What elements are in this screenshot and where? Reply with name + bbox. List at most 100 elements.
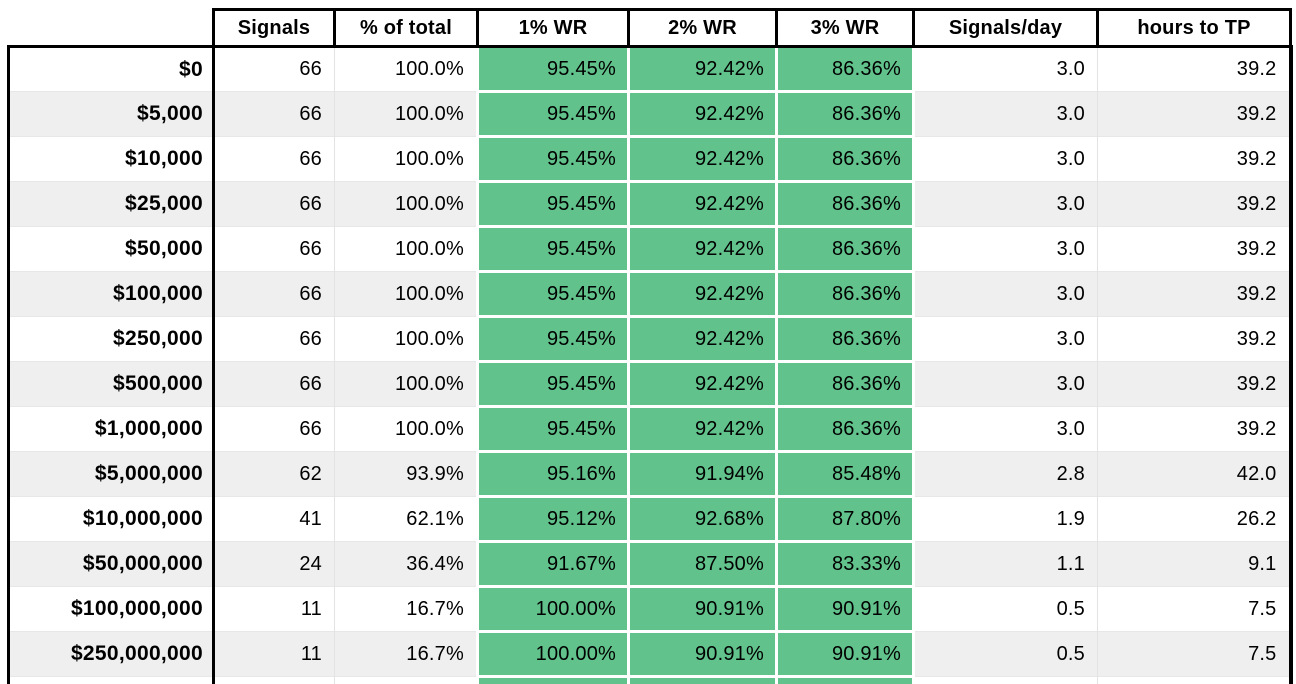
signals-cell: 66 — [213, 45, 335, 92]
wr-3pct-cell: 86.36% — [775, 406, 915, 453]
wr-1pct-cell: 95.45% — [476, 271, 630, 318]
signals-per-day-cell: 3.0 — [913, 45, 1098, 92]
pct-of-total-cell: 100.0% — [334, 45, 478, 92]
table-row: $0 66 100.0% 95.45% 92.42% 86.36% 3.0 39… — [7, 45, 1293, 93]
wr-2pct-cell: 90.91% — [627, 676, 778, 684]
table-row: $100,000,000 11 16.7% 100.00% 90.91% 90.… — [7, 586, 1293, 633]
wr-1pct-cell: 100.00% — [476, 631, 630, 678]
wr-1pct-cell: 95.45% — [476, 226, 630, 273]
column-header-2pct-wr: 2% WR — [627, 8, 778, 48]
signals-cell: 11 — [213, 586, 335, 632]
signals-cell: 66 — [213, 406, 335, 452]
row-label-cell: $500,000 — [7, 361, 215, 407]
pct-of-total-cell: 36.4% — [334, 541, 478, 587]
row-label-cell: $50,000 — [7, 226, 215, 272]
pct-of-total-cell: 100.0% — [334, 181, 478, 227]
signals-cell: 41 — [213, 496, 335, 542]
wr-3pct-cell: 86.36% — [775, 181, 915, 228]
table-row: $250,000,000 11 16.7% 100.00% 90.91% 90.… — [7, 631, 1293, 678]
pct-of-total-cell: 100.0% — [334, 226, 478, 272]
table-row: $25,000 66 100.0% 95.45% 92.42% 86.36% 3… — [7, 181, 1293, 228]
signals-per-day-cell: 1.1 — [913, 541, 1098, 587]
signals-per-day-cell: 0.5 — [913, 586, 1098, 632]
hours-to-tp-cell: 7.5 — [1097, 631, 1293, 677]
wr-3pct-cell: 90.91% — [775, 586, 915, 633]
row-label-cell: $10,000,000 — [7, 496, 215, 542]
hours-to-tp-cell: 39.2 — [1097, 91, 1293, 137]
table-row: $500,000,000 11 16.7% 100.00% 90.91% 90.… — [7, 676, 1293, 684]
table-body: $0 66 100.0% 95.45% 92.42% 86.36% 3.0 39… — [7, 45, 1293, 684]
wr-2pct-cell: 92.42% — [627, 91, 778, 138]
signals-cell: 66 — [213, 226, 335, 272]
column-header-pct-of-total: % of total — [333, 8, 479, 48]
pct-of-total-cell: 16.7% — [334, 631, 478, 677]
row-label-cell: $250,000,000 — [7, 631, 215, 677]
signals-cell: 66 — [213, 316, 335, 362]
row-label-cell: $100,000 — [7, 271, 215, 317]
table-row: $50,000 66 100.0% 95.45% 92.42% 86.36% 3… — [7, 226, 1293, 273]
signals-per-day-cell: 3.0 — [913, 406, 1098, 452]
wr-1pct-cell: 95.45% — [476, 91, 630, 138]
row-label-cell: $5,000,000 — [7, 451, 215, 497]
signals-per-day-cell: 0.5 — [913, 631, 1098, 677]
column-header-signals-per-day: Signals/day — [912, 8, 1099, 48]
column-header-hours-to-tp: hours to TP — [1096, 8, 1292, 48]
wr-2pct-cell: 92.42% — [627, 406, 778, 453]
wr-1pct-cell: 100.00% — [476, 586, 630, 633]
pct-of-total-cell: 62.1% — [334, 496, 478, 542]
hours-to-tp-cell: 39.2 — [1097, 181, 1293, 227]
wr-2pct-cell: 90.91% — [627, 631, 778, 678]
signals-per-day-cell: 3.0 — [913, 181, 1098, 227]
wr-1pct-cell: 95.45% — [476, 406, 630, 453]
wr-1pct-cell: 95.45% — [476, 361, 630, 408]
signals-cell: 24 — [213, 541, 335, 587]
signals-per-day-cell: 2.8 — [913, 451, 1098, 497]
wr-1pct-cell: 100.00% — [476, 676, 630, 684]
row-label-cell: $50,000,000 — [7, 541, 215, 587]
wr-3pct-cell: 87.80% — [775, 496, 915, 543]
wr-3pct-cell: 86.36% — [775, 45, 915, 93]
column-header-1pct-wr: 1% WR — [476, 8, 630, 48]
pct-of-total-cell: 100.0% — [334, 271, 478, 317]
wr-3pct-cell: 90.91% — [775, 676, 915, 684]
pct-of-total-cell: 100.0% — [334, 361, 478, 407]
row-label-cell: $0 — [7, 45, 215, 92]
wr-2pct-cell: 92.42% — [627, 361, 778, 408]
wr-1pct-cell: 95.45% — [476, 45, 630, 93]
table-row: $50,000,000 24 36.4% 91.67% 87.50% 83.33… — [7, 541, 1293, 588]
signals-per-day-cell: 0.5 — [913, 676, 1098, 684]
wr-1pct-cell: 95.45% — [476, 181, 630, 228]
wr-1pct-cell: 95.12% — [476, 496, 630, 543]
header-row: Signals % of total 1% WR 2% WR 3% WR Sig… — [8, 8, 1292, 48]
signals-per-day-cell: 3.0 — [913, 316, 1098, 362]
hours-to-tp-cell: 39.2 — [1097, 316, 1293, 362]
row-label-cell: $25,000 — [7, 181, 215, 227]
hours-to-tp-cell: 39.2 — [1097, 271, 1293, 317]
column-header-signals: Signals — [212, 8, 336, 48]
wr-1pct-cell: 91.67% — [476, 541, 630, 588]
signals-cell: 66 — [213, 361, 335, 407]
wr-3pct-cell: 86.36% — [775, 316, 915, 363]
hours-to-tp-cell: 39.2 — [1097, 406, 1293, 452]
wr-3pct-cell: 86.36% — [775, 136, 915, 183]
wr-1pct-cell: 95.16% — [476, 451, 630, 498]
table-header: Signals % of total 1% WR 2% WR 3% WR Sig… — [8, 8, 1292, 48]
wr-1pct-cell: 95.45% — [476, 316, 630, 363]
row-label-cell: $100,000,000 — [7, 586, 215, 632]
row-label-cell: $10,000 — [7, 136, 215, 182]
hours-to-tp-cell: 9.1 — [1097, 541, 1293, 587]
wr-3pct-cell: 86.36% — [775, 271, 915, 318]
wr-3pct-cell: 86.36% — [775, 226, 915, 273]
signals-cell: 11 — [213, 676, 335, 684]
pct-of-total-cell: 16.7% — [334, 676, 478, 684]
hours-to-tp-cell: 7.5 — [1097, 586, 1293, 632]
wr-2pct-cell: 92.42% — [627, 271, 778, 318]
signals-cell: 66 — [213, 271, 335, 317]
signals-cell: 62 — [213, 451, 335, 497]
signals-per-day-cell: 3.0 — [913, 91, 1098, 137]
wr-2pct-cell: 92.42% — [627, 136, 778, 183]
wr-3pct-cell: 90.91% — [775, 631, 915, 678]
wr-2pct-cell: 92.42% — [627, 181, 778, 228]
signals-per-day-cell: 3.0 — [913, 136, 1098, 182]
pct-of-total-cell: 100.0% — [334, 316, 478, 362]
